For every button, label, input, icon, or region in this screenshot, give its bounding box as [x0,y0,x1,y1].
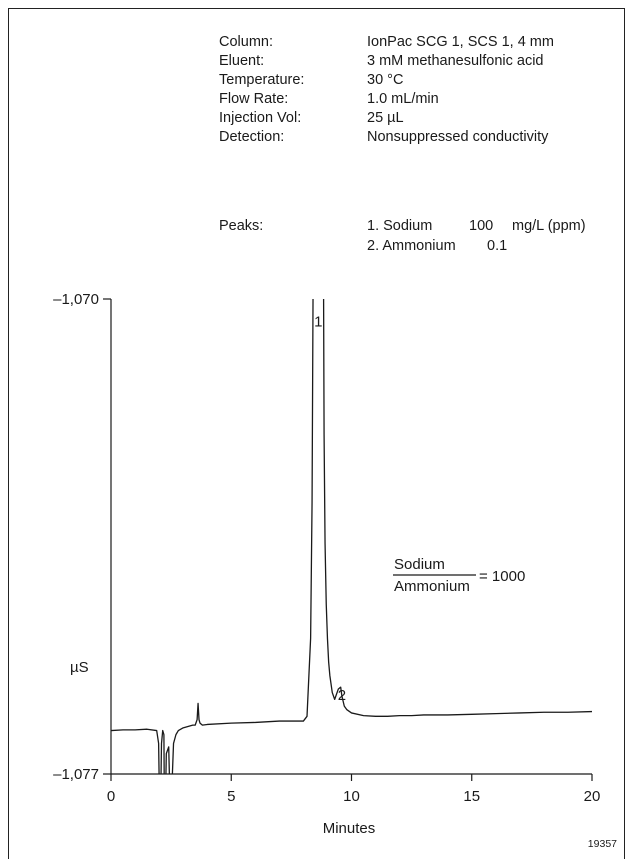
chart-axes: 0 5 10 15 20 –1,070 –1,077 [53,291,600,805]
condition-label: Eluent: [219,53,265,69]
condition-value: 25 µL [367,110,404,126]
peak-name: 1. Sodium [367,218,433,234]
condition-value: 1.0 mL/min [367,91,439,107]
chromatogram-trace-1 [111,299,593,774]
condition-value: IonPac SCG 1, SCS 1, 4 mm [367,34,554,50]
peak-amount: 100 [469,218,494,234]
ratio-denominator: Ammonium [394,578,470,595]
condition-label: Detection: [219,129,285,145]
figure-frame [8,8,625,859]
peak-name: 2. Ammonium [367,238,456,254]
y-axis-label: µS [70,659,89,676]
ratio-value: = 1000 [479,568,525,585]
condition-label: Column: [219,34,273,50]
x-tick-label: 5 [227,788,235,805]
x-tick-label: 10 [343,788,360,805]
x-tick-label: 15 [463,788,480,805]
x-axis-label: Minutes [323,820,376,837]
x-tick-label: 20 [584,788,601,805]
peak-amount: 0.1 [487,238,508,254]
x-tick-label: 0 [107,788,115,805]
peak-labels-group: 12 [314,314,346,704]
condition-value: Nonsuppressed conductivity [367,129,549,145]
condition-value: 30 °C [367,72,404,88]
condition-label: Injection Vol: [219,110,302,126]
chromatogram-trace-group [111,299,593,774]
peak-label-2: 2 [338,687,346,704]
peak-unit: mg/L (ppm) [512,218,586,234]
condition-value: 3 mM methanesulfonic acid [367,53,544,69]
peak-label-1: 1 [314,314,322,331]
peaks-label: Peaks: [219,218,264,234]
ratio-numerator: Sodium [394,556,445,573]
condition-label: Flow Rate: [219,91,289,107]
ratio-annotation: Sodium Ammonium = 1000 [393,556,525,595]
y-tick-label: –1,077 [53,766,99,783]
y-tick-label: –1,070 [53,291,99,308]
figure-id: 19357 [588,838,617,850]
condition-label: Temperature: [219,72,305,88]
